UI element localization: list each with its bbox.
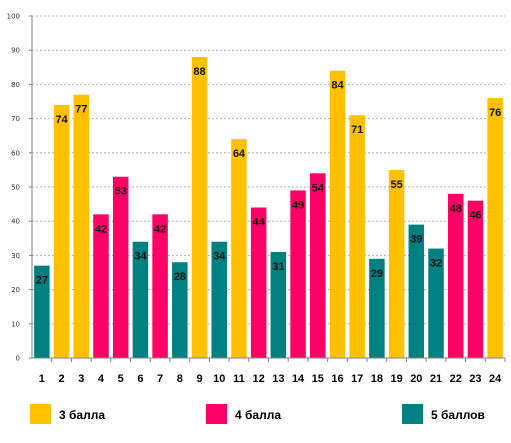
x-tick-label: 14 xyxy=(292,373,305,385)
x-tick-label: 21 xyxy=(430,373,442,385)
data-label: 34 xyxy=(213,251,226,263)
data-label: 42 xyxy=(154,223,166,235)
x-tick-label: 13 xyxy=(272,373,284,385)
data-label: 34 xyxy=(134,251,147,263)
x-tick-label: 18 xyxy=(371,373,383,385)
bar xyxy=(388,169,405,358)
data-label: 42 xyxy=(95,223,107,235)
gridlines xyxy=(32,15,505,325)
legend: 3 балла 4 балла 5 баллов xyxy=(30,404,485,424)
x-tick-label: 24 xyxy=(489,373,502,385)
y-tick-label: 10 xyxy=(11,320,20,328)
data-label: 88 xyxy=(193,66,205,78)
y-tick-label: 60 xyxy=(11,149,20,157)
x-tick-label: 15 xyxy=(312,373,324,385)
legend-swatch xyxy=(206,404,227,424)
data-label: 27 xyxy=(36,275,48,287)
bar xyxy=(369,258,385,358)
data-label: 74 xyxy=(55,114,68,126)
x-tick-label: 9 xyxy=(196,373,202,385)
bar xyxy=(270,251,287,358)
y-axis: 0 10 20 30 40 50 60 70 80 90 100 xyxy=(7,13,33,363)
bar xyxy=(172,262,188,358)
bar xyxy=(132,241,149,358)
x-tick-label: 11 xyxy=(233,373,245,385)
bar xyxy=(428,248,444,358)
legend-entry: 4 балла xyxy=(235,408,281,422)
data-label: 49 xyxy=(292,199,304,211)
bar xyxy=(211,241,227,358)
y-tick-label: 50 xyxy=(11,184,20,192)
x-tick-label: 12 xyxy=(253,373,265,385)
x-tick-label: 22 xyxy=(450,373,462,385)
bar xyxy=(250,207,267,358)
x-tick-label: 19 xyxy=(390,373,402,385)
bars xyxy=(34,57,503,359)
bar xyxy=(290,190,306,358)
bar xyxy=(408,224,425,358)
x-tick-label: 16 xyxy=(331,373,343,385)
data-label: 71 xyxy=(351,124,363,136)
data-label: 53 xyxy=(115,186,127,198)
y-tick-label: 0 xyxy=(16,355,20,363)
data-label: 77 xyxy=(75,104,87,116)
y-tick-label: 90 xyxy=(11,47,20,55)
y-tick-label: 70 xyxy=(11,115,20,123)
data-label: 46 xyxy=(469,210,481,222)
bar xyxy=(467,200,484,358)
x-tick-label: 17 xyxy=(351,373,363,385)
x-tick-label: 6 xyxy=(137,373,143,385)
bar xyxy=(231,139,247,358)
data-label: 32 xyxy=(430,258,442,270)
x-tick-label: 4 xyxy=(98,373,105,385)
legend-swatch xyxy=(402,404,423,424)
data-label: 44 xyxy=(253,217,266,229)
bar xyxy=(349,115,365,359)
data-label: 64 xyxy=(233,148,246,160)
data-label: 28 xyxy=(174,271,186,283)
y-tick-label: 40 xyxy=(11,218,20,226)
x-tick-label: 5 xyxy=(118,373,124,385)
y-tick-label: 80 xyxy=(11,81,20,89)
bar xyxy=(112,176,129,358)
x-tick-label: 23 xyxy=(469,373,481,385)
data-label: 55 xyxy=(390,179,402,191)
data-label: 39 xyxy=(410,234,422,246)
bar xyxy=(310,173,326,358)
y-tick-label: 20 xyxy=(11,286,20,294)
bar xyxy=(53,104,70,358)
y-tick-label: 30 xyxy=(11,252,20,260)
bar xyxy=(191,57,208,358)
legend-swatch xyxy=(30,404,51,424)
y-tick-label: 100 xyxy=(7,13,20,21)
data-label: 76 xyxy=(489,107,501,119)
data-label: 31 xyxy=(272,261,284,273)
x-tick-label: 1 xyxy=(39,373,45,385)
x-tick-label: 3 xyxy=(78,373,84,385)
data-label: 84 xyxy=(331,80,344,92)
bar xyxy=(73,94,90,358)
bar xyxy=(93,214,109,358)
data-label: 29 xyxy=(371,268,383,280)
data-label: 54 xyxy=(312,182,325,194)
x-tick-label: 7 xyxy=(157,373,163,385)
legend-entry: 5 баллов xyxy=(431,408,485,422)
bar xyxy=(152,214,168,358)
bar xyxy=(487,98,503,358)
x-tick-label: 2 xyxy=(59,373,65,385)
x-tick-label: 10 xyxy=(213,373,225,385)
bar xyxy=(329,70,346,358)
legend-entry: 3 балла xyxy=(59,408,105,422)
data-labels: 27 74 77 42 53 34 42 28 88 34 64 44 31 49 54 84 71 29 55 39… xyxy=(36,66,502,287)
x-axis: 1 2 3 4 5 6 7 8 9 10 11 12 13 14 15 16 17 18 19 20 21 22 23 24 xyxy=(32,357,506,385)
x-tick-label: 8 xyxy=(177,373,183,385)
bar xyxy=(447,193,464,358)
bar xyxy=(34,265,50,358)
data-label: 48 xyxy=(450,203,462,215)
x-tick-label: 20 xyxy=(410,373,422,385)
